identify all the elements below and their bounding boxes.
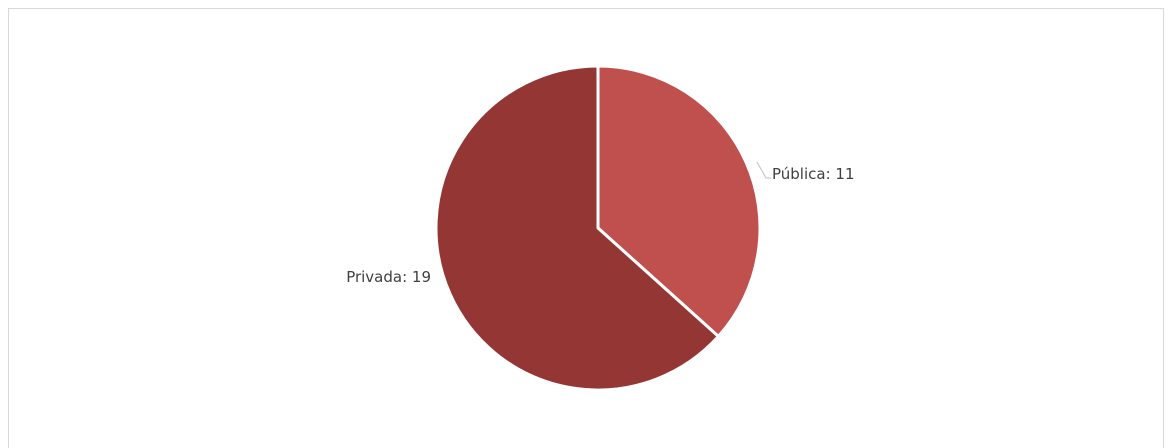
leader-line xyxy=(756,161,771,179)
data-label: Pública: 11 xyxy=(772,165,855,183)
data-label: Privada: 19 xyxy=(346,268,431,286)
data-labels: Pública: 11 Privada: 19 xyxy=(346,165,854,286)
leader-lines xyxy=(756,161,771,179)
pie-slice-privada xyxy=(434,64,720,392)
pie-slices xyxy=(434,64,762,392)
pie-slice-publica xyxy=(596,64,762,338)
